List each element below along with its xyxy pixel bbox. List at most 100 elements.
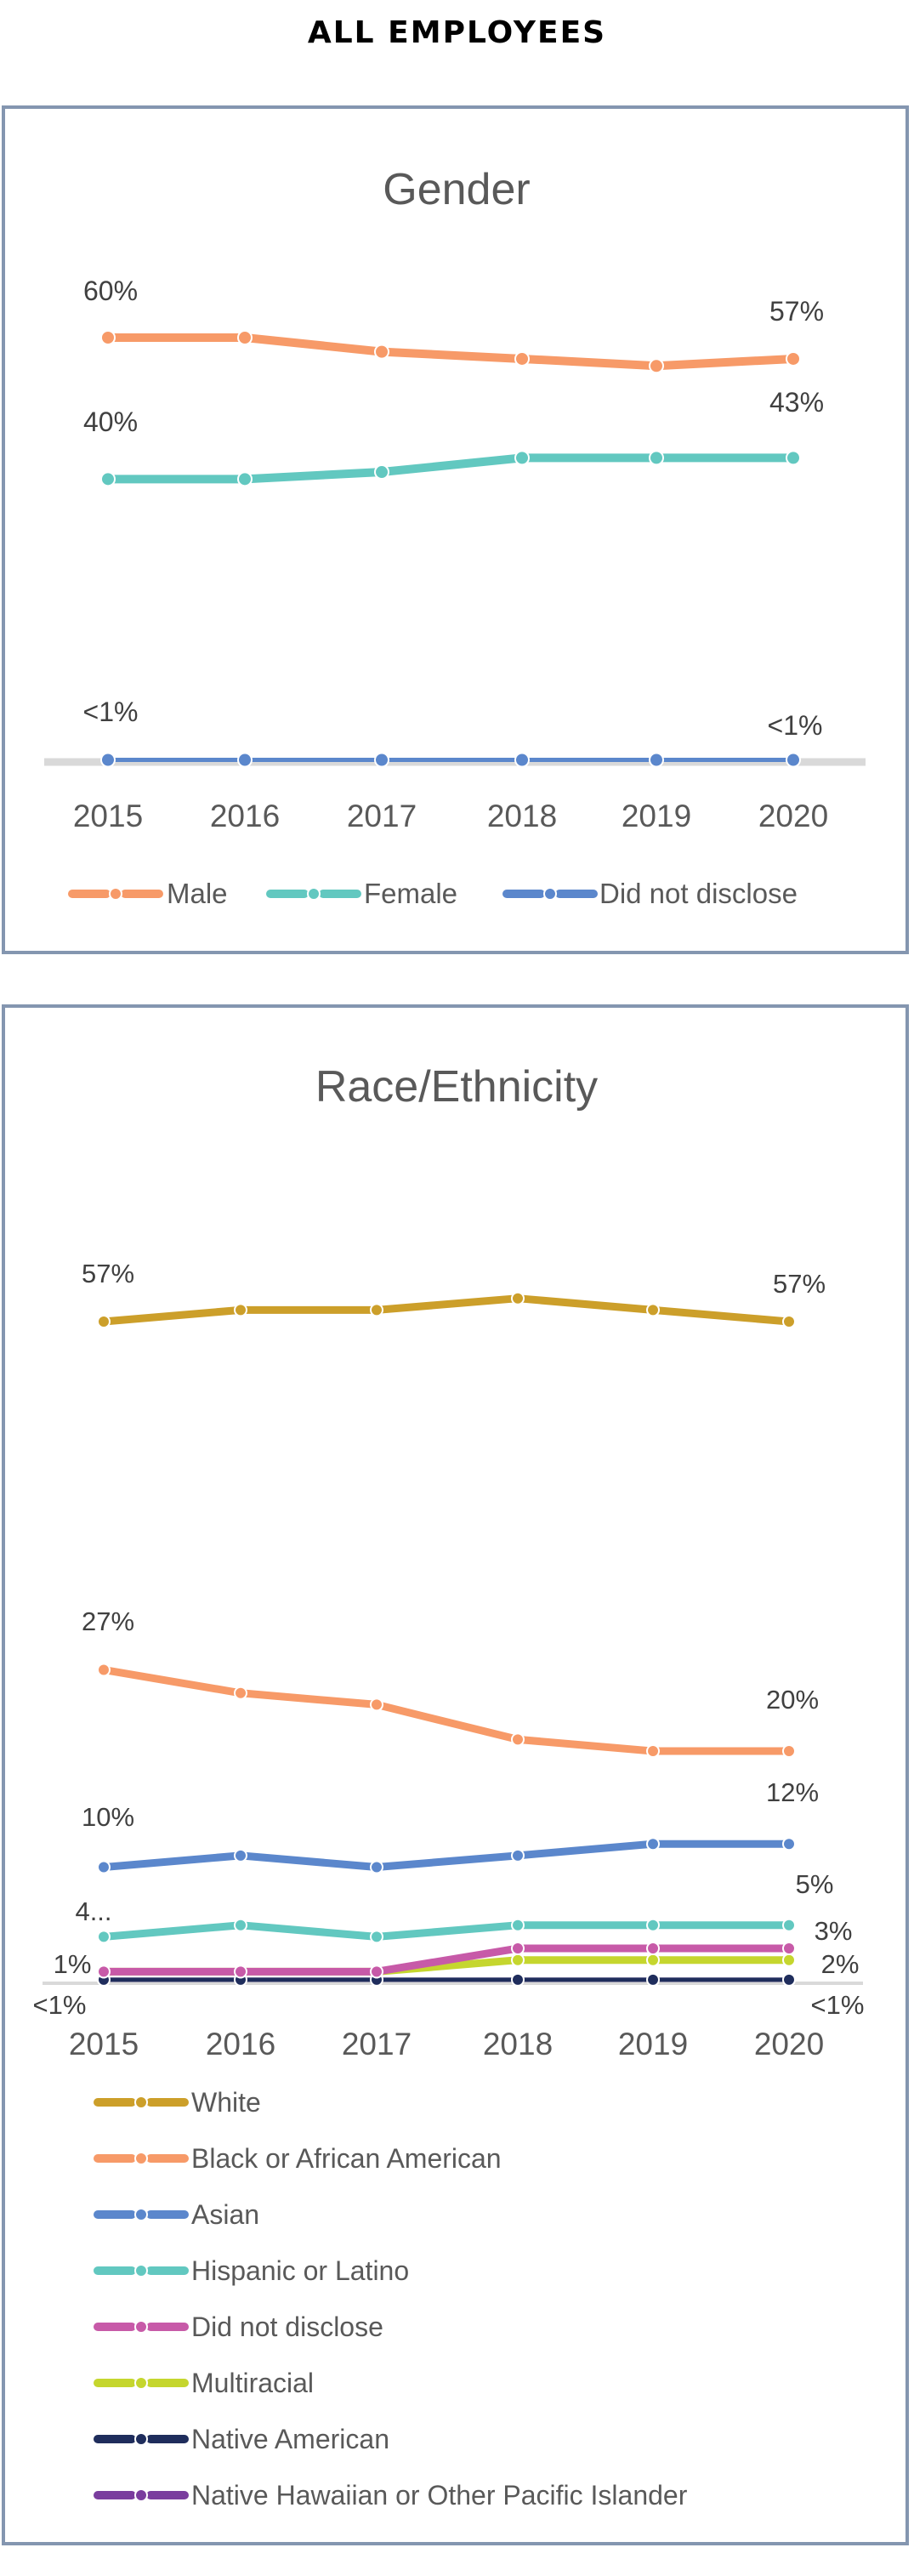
legend-label: White — [191, 2087, 261, 2118]
data-point — [234, 1918, 247, 1932]
data-label: 60% — [83, 276, 138, 306]
data-point — [370, 1303, 383, 1317]
data-point — [646, 1953, 660, 1967]
series-line-asian — [103, 1840, 789, 1872]
data-point — [234, 1686, 247, 1700]
data-point — [511, 1972, 525, 1987]
data-point — [511, 1291, 525, 1305]
legend-label: Male — [167, 878, 228, 909]
data-point — [514, 350, 530, 367]
series-line-did-not-disclose — [104, 1944, 789, 1976]
gender-chart-panel — [2, 105, 909, 954]
series-line-hispanic-or-latino — [103, 1921, 789, 1941]
data-point — [237, 471, 253, 487]
legend-marker — [109, 887, 122, 901]
data-point — [511, 1732, 525, 1747]
data-point — [511, 1848, 525, 1862]
legend-label: Multiracial — [191, 2368, 314, 2398]
legend-marker — [134, 2208, 148, 2221]
data-label: <1% — [811, 1990, 865, 2020]
legend-label: Black or African American — [191, 2143, 502, 2174]
data-point — [97, 1930, 111, 1944]
data-point — [100, 330, 116, 345]
data-point — [782, 1953, 796, 1967]
x-tick-label: 2016 — [206, 2027, 275, 2061]
legend-marker — [543, 887, 557, 901]
legend-marker — [134, 2320, 148, 2334]
data-label: 27% — [82, 1606, 134, 1636]
x-tick-label: 2017 — [347, 799, 417, 833]
data-point — [782, 1942, 796, 1956]
data-point — [374, 344, 389, 360]
series-line-male — [108, 333, 794, 371]
data-point — [786, 350, 801, 367]
data-point — [649, 450, 664, 466]
legend-marker — [134, 2095, 148, 2109]
data-label: 1% — [54, 1949, 92, 1979]
series-line-female — [108, 453, 793, 484]
x-tick-label: 2020 — [754, 2027, 824, 2061]
data-label: 57% — [769, 296, 824, 327]
series-line-black-or-african-american — [103, 1666, 789, 1755]
data-point — [100, 471, 116, 487]
data-point — [646, 1744, 660, 1759]
x-tick-label: 2015 — [73, 799, 143, 833]
legend-label: Hispanic or Latino — [191, 2255, 409, 2286]
data-point — [234, 1965, 247, 1979]
legend-marker — [134, 2376, 148, 2390]
data-point — [649, 358, 664, 374]
data-point — [97, 1965, 111, 1979]
chart-title: Race/Ethnicity — [315, 1062, 598, 1112]
data-point — [782, 1918, 796, 1932]
legend-label: Did not disclose — [599, 878, 798, 909]
data-label: 12% — [766, 1777, 819, 1807]
race-chart-panel — [2, 1004, 909, 2545]
x-tick-label: 2017 — [342, 2027, 412, 2061]
data-point — [234, 1303, 247, 1317]
page-title: ALL EMPLOYEES — [307, 15, 607, 50]
data-point — [237, 330, 253, 345]
legend-label: Native Hawaiian or Other Pacific Islande… — [191, 2480, 688, 2511]
data-point — [786, 752, 801, 768]
data-point — [511, 1942, 525, 1956]
data-point — [370, 1930, 383, 1944]
data-label: <1% — [768, 710, 823, 741]
data-label: 57% — [773, 1269, 826, 1299]
legend-marker — [307, 887, 321, 901]
data-label: 20% — [766, 1685, 819, 1714]
data-label: 40% — [83, 407, 138, 437]
x-tick-label: 2018 — [483, 2027, 553, 2061]
series-line-white — [103, 1294, 790, 1326]
data-point — [511, 1918, 525, 1932]
legend-marker — [134, 2432, 148, 2446]
x-tick-label: 2018 — [487, 799, 557, 833]
data-label: 4... — [75, 1896, 111, 1926]
x-tick-label: 2020 — [758, 799, 828, 833]
legend-label: Did not disclose — [191, 2312, 383, 2342]
data-label: <1% — [33, 1990, 87, 2020]
data-point — [511, 1953, 525, 1967]
chart-title: Gender — [383, 165, 530, 214]
x-tick-label: 2019 — [618, 2027, 688, 2061]
legend-label: Female — [364, 878, 457, 909]
legend-label: Native American — [191, 2424, 389, 2454]
data-point — [370, 1965, 383, 1979]
data-point — [782, 1315, 796, 1328]
data-point — [782, 1837, 796, 1851]
data-point — [234, 1848, 247, 1862]
data-point — [97, 1663, 111, 1677]
legend-marker — [134, 2264, 148, 2277]
x-tick-label: 2016 — [210, 799, 280, 833]
data-point — [97, 1860, 111, 1874]
data-label: 43% — [769, 387, 824, 418]
data-point — [100, 752, 116, 768]
data-point — [786, 450, 801, 466]
legend-marker — [134, 2152, 148, 2165]
data-point — [514, 450, 530, 466]
data-point — [97, 1315, 111, 1328]
data-point — [370, 1860, 383, 1874]
data-label: 10% — [82, 1802, 134, 1832]
data-label: 3% — [815, 1916, 853, 1946]
x-tick-label: 2015 — [69, 2027, 139, 2061]
